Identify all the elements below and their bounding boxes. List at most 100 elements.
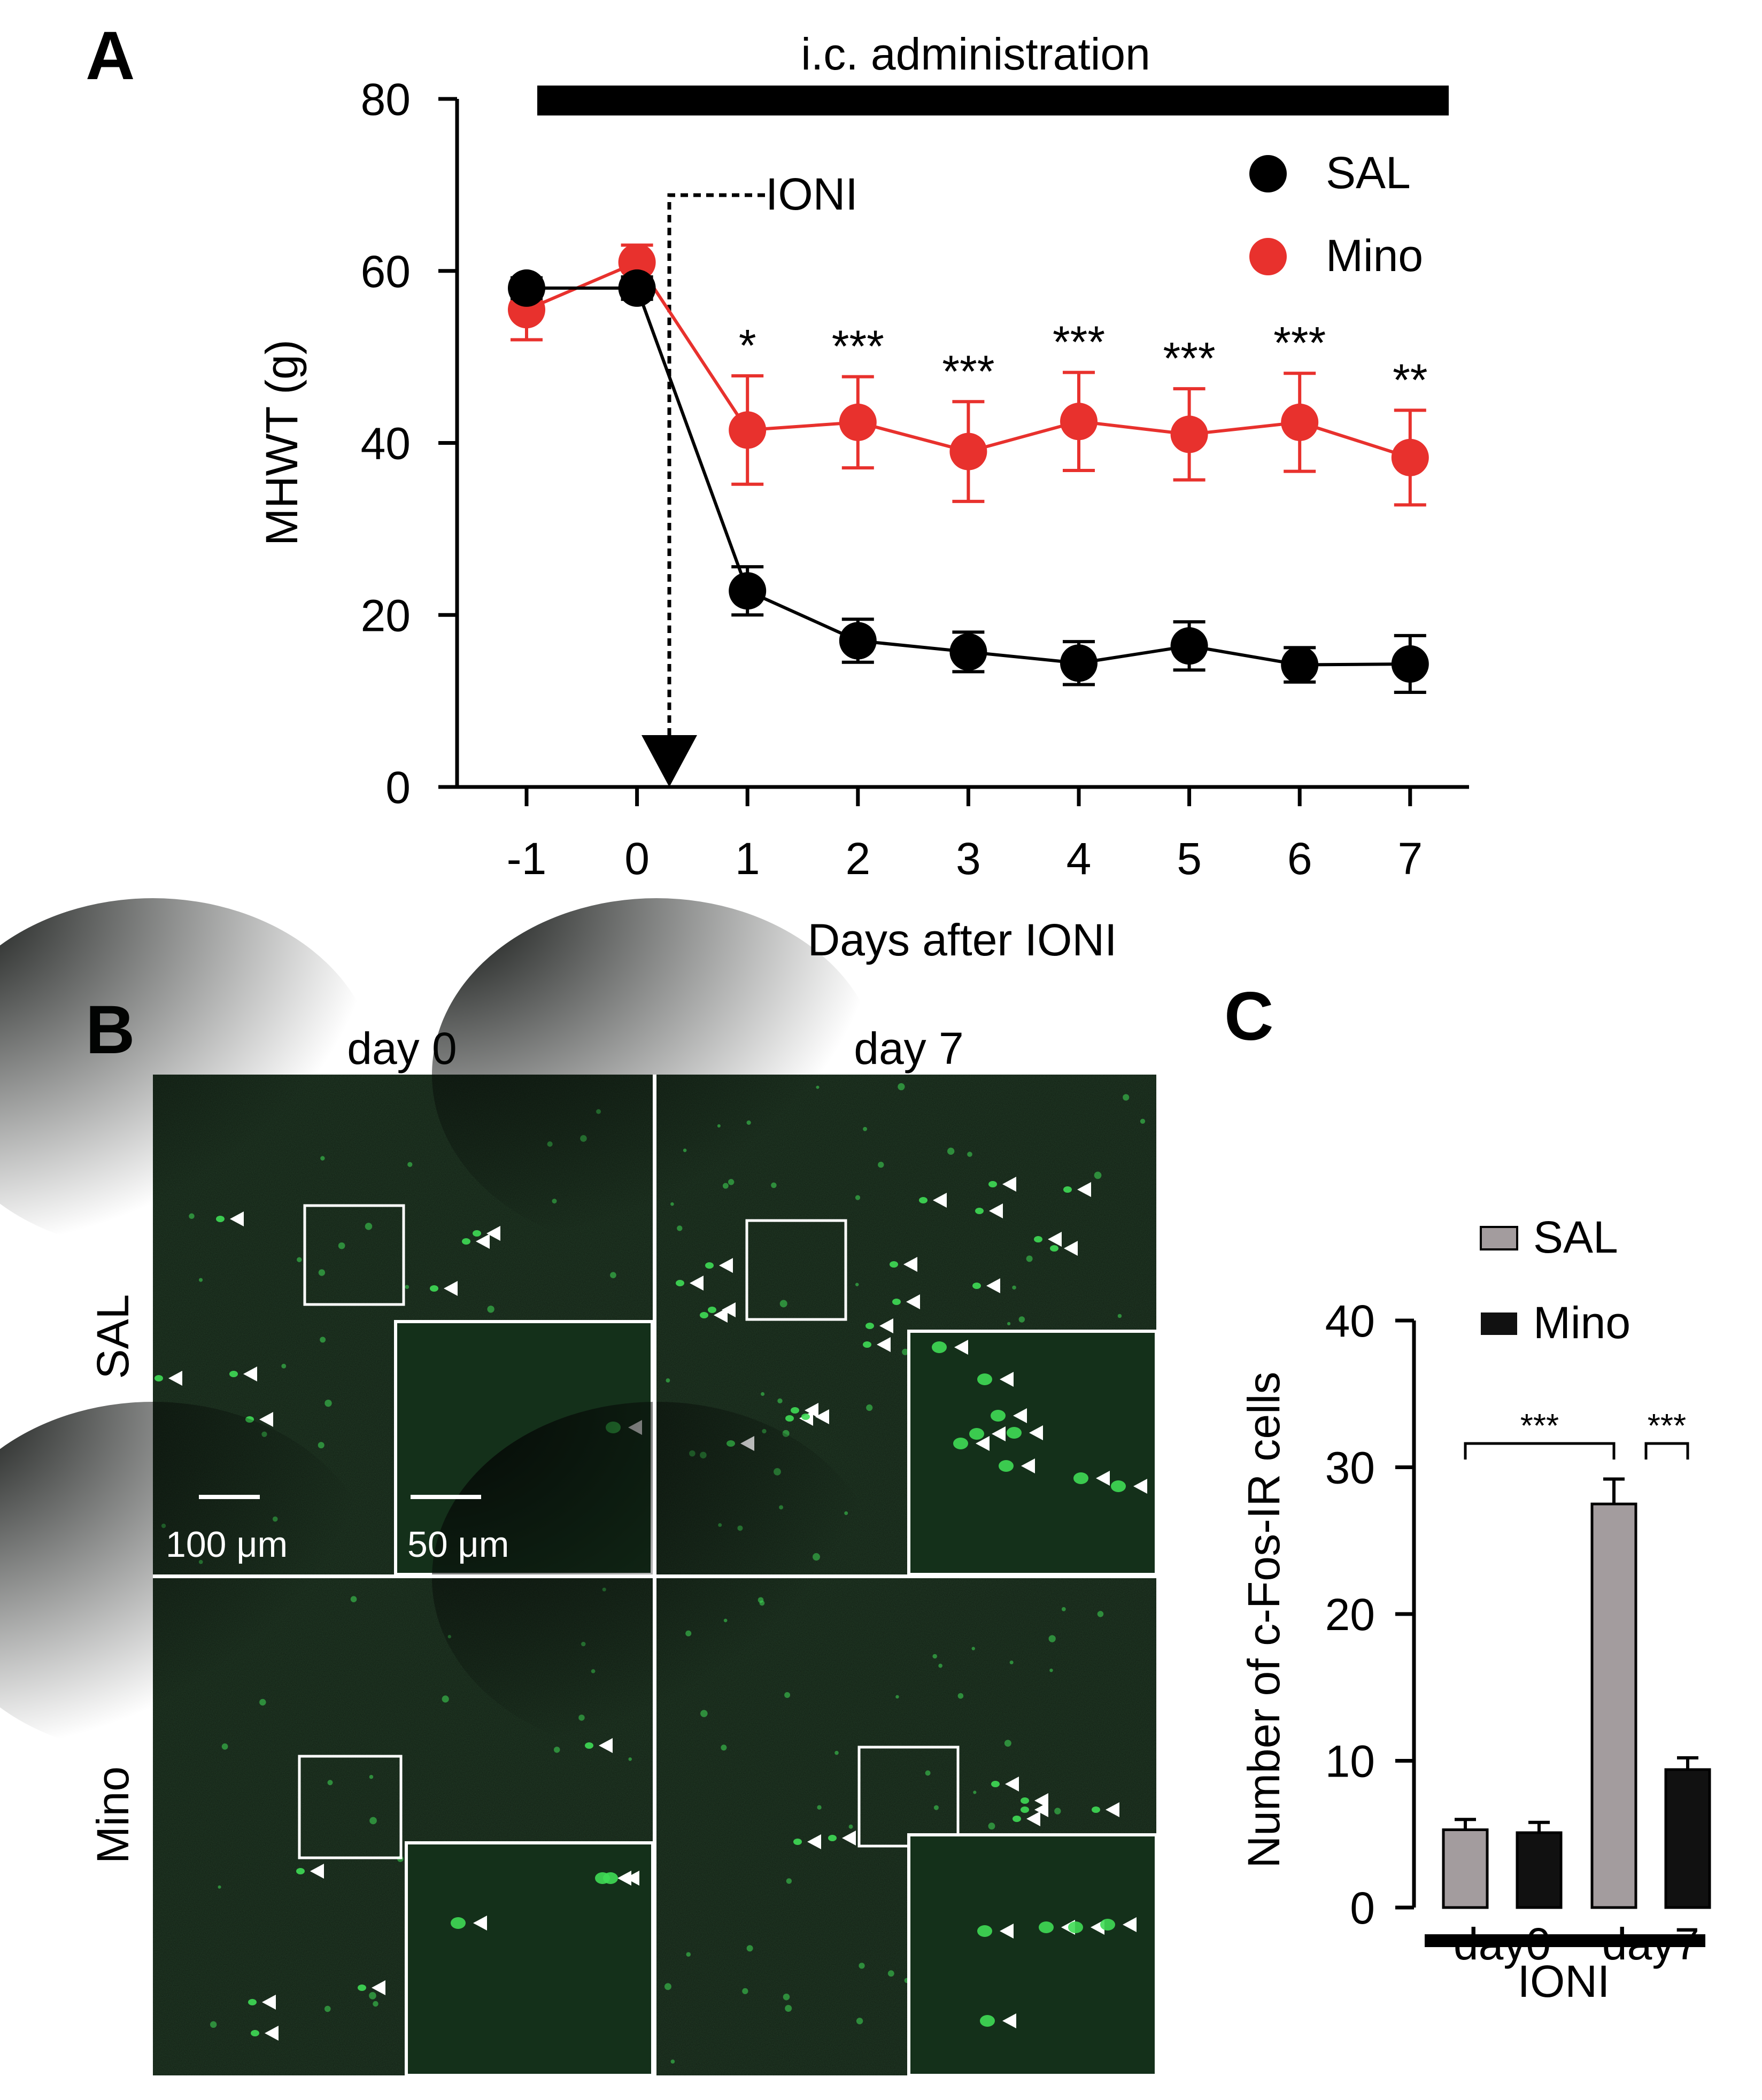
- arrowhead-icon: [690, 1276, 704, 1291]
- cell-speck: [742, 1988, 748, 1994]
- arrowhead-icon: [1005, 1777, 1019, 1792]
- c-error-bar: [1677, 1756, 1698, 1770]
- scalebar-main-label: 100 μm: [166, 1524, 288, 1565]
- bar-sal-day0: [1442, 1828, 1489, 1909]
- c-y-tick-label: 20: [1325, 1589, 1375, 1640]
- micrograph-grid: day 0 day 7 SAL Mino 100 μm 50 μm: [0, 898, 1158, 2077]
- series-sal: [508, 269, 1429, 694]
- cell-speck: [878, 1162, 884, 1168]
- arrowhead-icon: [262, 1995, 276, 2010]
- bar-sal-day7: [1590, 1502, 1637, 1909]
- arrowhead-icon: [954, 1340, 968, 1355]
- significance-star: ***: [1053, 317, 1105, 367]
- cell-speck: [1117, 1314, 1122, 1318]
- cell-speck: [373, 2001, 378, 2007]
- cell-body: [969, 1428, 984, 1440]
- cell-speck: [369, 1992, 376, 1999]
- cell-body: [1021, 1797, 1029, 1804]
- legend-mino-marker: [1249, 238, 1287, 275]
- significance-star: **: [1393, 354, 1427, 405]
- arrowhead-icon: [714, 1308, 728, 1323]
- arrowhead-icon: [230, 1211, 244, 1226]
- cell-body: [999, 1460, 1014, 1472]
- cell-speck: [1054, 1808, 1061, 1815]
- cell-body: [1013, 1816, 1021, 1822]
- cell-body: [1034, 1236, 1042, 1242]
- cell-speck: [779, 1300, 787, 1308]
- cell-speck: [664, 1983, 671, 1990]
- data-point-mino: [618, 243, 656, 281]
- cell-speck: [973, 1790, 977, 1794]
- cell-body: [801, 1414, 810, 1420]
- cell-speck: [902, 1348, 909, 1355]
- arrowhead-icon: [986, 1278, 1000, 1293]
- arrowhead-icon: [476, 1234, 490, 1249]
- cell-speck: [1004, 1740, 1011, 1747]
- arrowhead-icon: [722, 1302, 736, 1317]
- data-point-mino: [949, 433, 987, 470]
- x-tick-label: 6: [1287, 833, 1312, 884]
- panel-a-letter: A: [86, 18, 135, 94]
- zoom-region-box: [745, 1219, 847, 1321]
- arrowhead-icon: [906, 1294, 920, 1309]
- x-tick-label: 7: [1397, 833, 1423, 884]
- arrowhead-icon: [1013, 1408, 1027, 1423]
- cell-speck: [1140, 1118, 1146, 1124]
- arrowhead-icon: [486, 1226, 500, 1241]
- cell-speck: [610, 1272, 616, 1278]
- arrowhead-icon: [473, 1916, 487, 1931]
- arrowhead-icon: [265, 2026, 279, 2041]
- cell-speck: [761, 1392, 765, 1396]
- cell-body: [892, 1299, 901, 1305]
- cell-speck: [320, 1156, 325, 1161]
- cell-speck: [628, 1757, 632, 1761]
- cell-speck: [369, 1774, 374, 1779]
- cell-speck: [785, 2005, 792, 2012]
- cell-body: [705, 1262, 714, 1269]
- series-mino: [508, 243, 1429, 507]
- arrowhead-icon: [243, 1366, 257, 1381]
- data-point-mino: [839, 403, 877, 441]
- arrowhead-icon: [1026, 1811, 1040, 1826]
- cell-body: [977, 1373, 992, 1385]
- c-legend-mino-label: Mino: [1533, 1298, 1630, 1348]
- cell-speck: [933, 1805, 939, 1810]
- significance-star: ***: [1273, 318, 1326, 368]
- arrowhead-icon: [805, 1403, 818, 1418]
- arrowhead-icon: [933, 1193, 947, 1208]
- arrowhead-icon: [617, 1871, 631, 1886]
- x-tick-label: 4: [1067, 833, 1092, 884]
- arrowhead-icon: [444, 1281, 458, 1296]
- cell-body: [828, 1835, 837, 1841]
- cell-speck: [666, 1378, 670, 1383]
- data-point-mino: [1391, 438, 1429, 476]
- c-y-tick-label: 10: [1325, 1736, 1375, 1787]
- cell-speck: [1094, 1171, 1102, 1179]
- cell-speck: [783, 1993, 790, 2001]
- cell-body: [785, 1415, 794, 1422]
- cell-body: [676, 1280, 684, 1286]
- x-tick-label: -1: [507, 833, 547, 884]
- cell-body: [1007, 1427, 1022, 1439]
- cell-speck: [971, 1647, 975, 1650]
- arrowhead-icon: [1034, 1802, 1048, 1817]
- cell-speck: [1097, 1611, 1104, 1617]
- cell-speck: [777, 1398, 783, 1404]
- c-error-bar: [1528, 1820, 1550, 1833]
- ioni-label: IONI: [766, 169, 858, 219]
- cell-speck: [925, 1770, 931, 1776]
- arrowhead-icon: [903, 1257, 917, 1272]
- data-point-sal: [618, 269, 656, 307]
- arrowhead-icon: [372, 1980, 385, 1995]
- zoom-region-box: [303, 1204, 405, 1306]
- legend-mino-label: Mino: [1326, 230, 1423, 281]
- cell-speck: [320, 1337, 326, 1343]
- arrowhead-icon: [989, 1203, 1003, 1218]
- y-tick-label: 60: [361, 246, 411, 297]
- bar-mino-day0: [1516, 1831, 1563, 1909]
- significance-star: ***: [1163, 333, 1216, 383]
- cell-speck: [898, 1083, 905, 1091]
- arrowhead-icon: [1000, 1924, 1014, 1939]
- y-tick-label: 80: [361, 74, 411, 125]
